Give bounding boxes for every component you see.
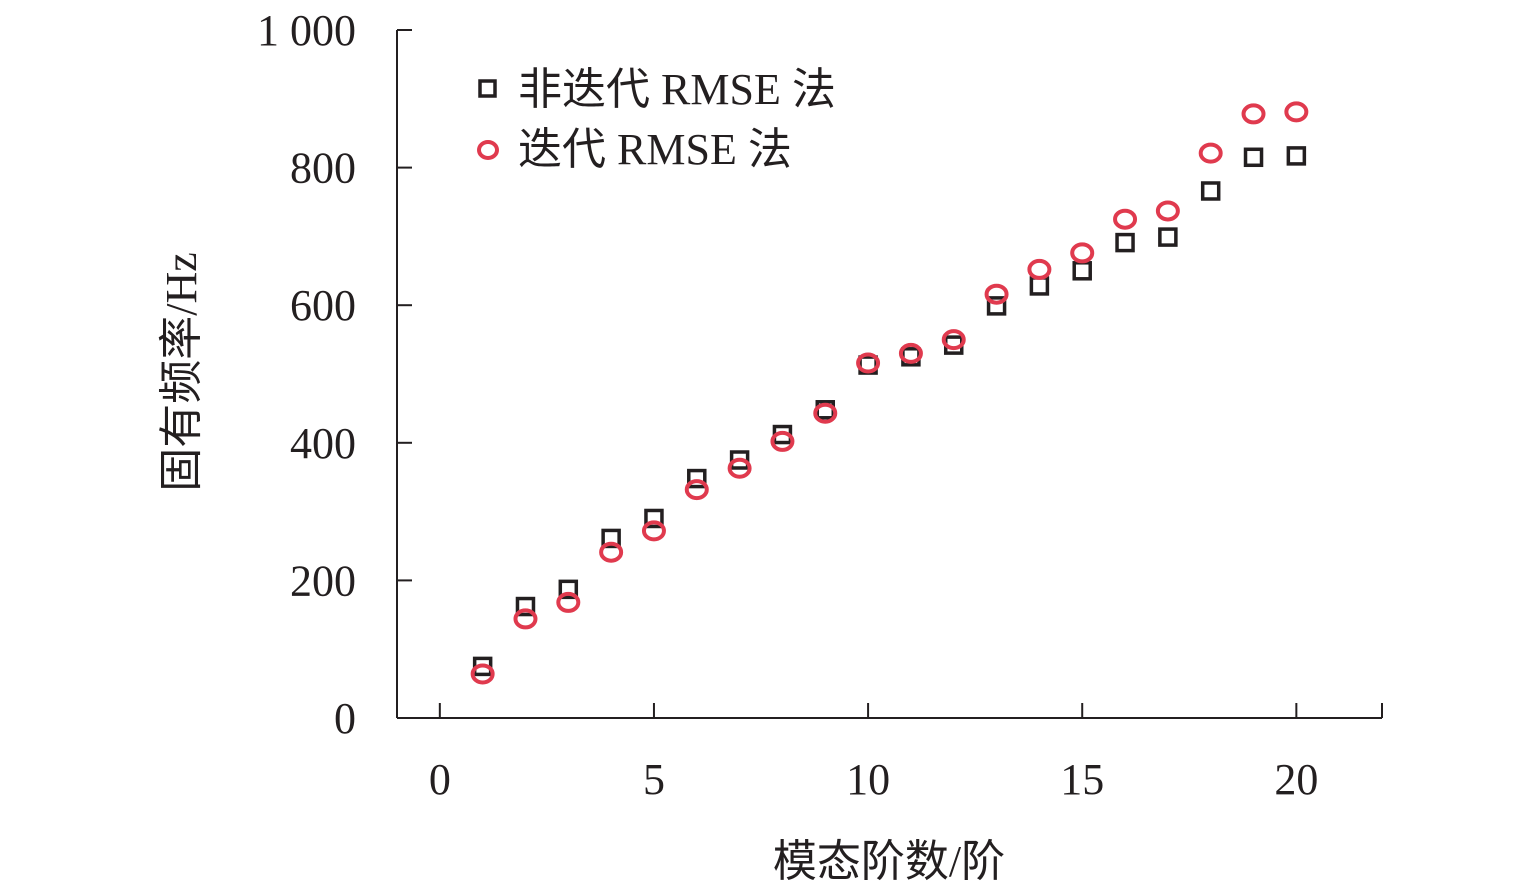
data-point-square <box>1158 227 1178 247</box>
data-point-circle <box>470 663 495 685</box>
x-tick-label: 20 <box>1274 755 1318 804</box>
data-point-circle <box>727 457 752 479</box>
data-point-circle <box>856 352 881 374</box>
data-point-circle <box>898 342 923 364</box>
data-point-circle <box>1284 101 1309 123</box>
y-axis-label: 固有频率/Hz <box>157 252 206 492</box>
data-point-circle <box>1113 208 1138 230</box>
data-point-circle <box>599 541 624 563</box>
data-point-square <box>687 468 707 489</box>
data-point-circle <box>641 520 666 542</box>
x-axis-label: 模态阶数/阶 <box>773 837 1005 886</box>
data-point-circle <box>941 329 966 351</box>
data-point-square <box>558 579 579 600</box>
data-point-square <box>601 528 621 549</box>
data-point-square <box>1286 146 1307 166</box>
y-tick-label: 200 <box>290 556 356 605</box>
data-point-circle <box>513 608 538 630</box>
x-tick-label: 15 <box>1060 755 1104 804</box>
data-point-square <box>644 508 664 529</box>
data-point-square <box>515 596 536 617</box>
axes <box>396 30 1382 719</box>
legend: 非迭代 RMSE 法 迭代 RMSE 法 <box>477 65 836 174</box>
x-tick-label: 10 <box>846 755 890 804</box>
data-point-circle <box>1241 103 1266 125</box>
x-tick-label: 5 <box>643 755 665 804</box>
legend-marker-circle <box>477 140 499 160</box>
legend-label-series-1: 非迭代 RMSE 法 <box>518 65 836 114</box>
data-point-circle <box>1070 242 1095 264</box>
data-point-circle <box>556 591 581 613</box>
data-point-circle <box>1198 142 1223 164</box>
data-point-circle <box>684 479 709 501</box>
data-point-square <box>729 450 750 470</box>
data-point-square <box>1029 276 1050 296</box>
data-point-circle <box>770 430 795 452</box>
legend-marker-square <box>478 79 497 98</box>
data-point-square <box>1115 232 1135 253</box>
y-tick-label: 0 <box>334 694 356 743</box>
data-point-square <box>986 296 1007 316</box>
y-tick-label: 400 <box>290 419 356 468</box>
x-tick-label: 0 <box>429 755 451 804</box>
y-tick-label: 600 <box>290 281 356 330</box>
data-point-square <box>1200 181 1221 201</box>
y-tick-label: 800 <box>290 144 356 193</box>
data-point-circle <box>1155 200 1180 222</box>
y-tick-label: 1 000 <box>257 6 356 55</box>
data-point-square <box>1243 147 1264 168</box>
data-point-circle <box>813 402 838 424</box>
data-point-circle <box>984 283 1009 305</box>
data-point-circle <box>1027 258 1052 280</box>
data-point-square <box>1072 261 1092 281</box>
legend-label-series-2: 迭代 RMSE 法 <box>518 125 792 174</box>
